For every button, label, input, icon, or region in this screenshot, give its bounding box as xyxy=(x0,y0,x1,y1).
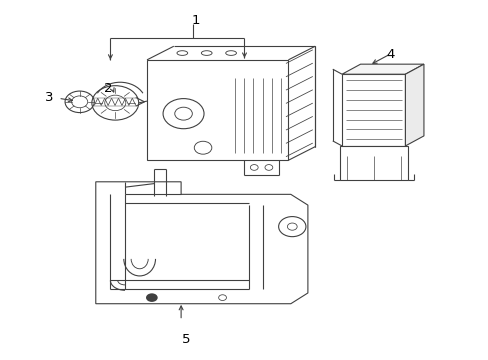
Text: 4: 4 xyxy=(386,48,394,61)
Polygon shape xyxy=(405,64,423,146)
Circle shape xyxy=(146,293,158,302)
Polygon shape xyxy=(341,64,423,74)
Text: 3: 3 xyxy=(45,91,54,104)
Text: 2: 2 xyxy=(103,82,112,95)
Bar xyxy=(339,146,407,180)
Bar xyxy=(341,74,405,146)
Bar xyxy=(147,60,288,160)
Polygon shape xyxy=(96,182,307,304)
Ellipse shape xyxy=(201,51,212,55)
Text: 5: 5 xyxy=(182,333,190,346)
Ellipse shape xyxy=(177,51,187,55)
Text: 1: 1 xyxy=(191,14,200,27)
Ellipse shape xyxy=(225,51,236,55)
